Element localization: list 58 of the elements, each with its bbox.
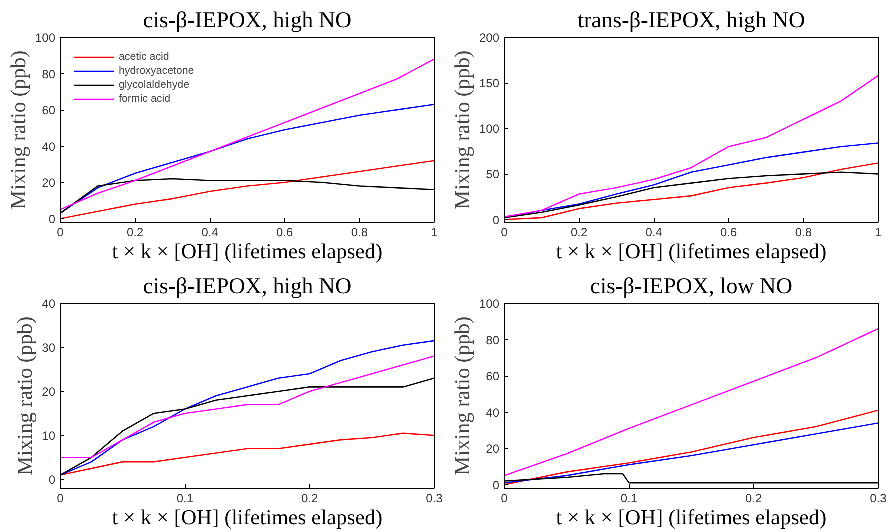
x-tick-label: 0.1 (176, 492, 194, 506)
y-tick-label: 50 (486, 168, 500, 182)
y-tick-label: 20 (42, 176, 56, 190)
y-tick-label: 20 (42, 385, 56, 400)
legend-label: acetic acid (119, 51, 170, 63)
x-tick-label: 1 (431, 226, 438, 240)
y-tick-label: 0 (492, 478, 500, 492)
y-tick-label: 20 (486, 442, 500, 456)
x-tick-label: 0.4 (646, 226, 663, 240)
x-tick-label: 0 (57, 492, 64, 506)
y-tick-label: 150 (479, 76, 500, 91)
y-axis-title: Mixing ratio (ppb) (450, 50, 474, 210)
legend-label: formic acid (119, 93, 171, 105)
y-tick-label: 0 (48, 212, 56, 226)
chart-title: cis-β-IEPOX, high NO (143, 274, 352, 298)
y-tick-label: 40 (42, 297, 56, 311)
x-tick-label: 0.8 (351, 226, 368, 240)
y-tick-label: 0 (48, 473, 56, 488)
x-axis-title: t × k × [OH] (lifetimes elapsed) (556, 506, 827, 530)
y-tick-label: 40 (486, 406, 500, 420)
x-tick-label: 0.8 (795, 226, 812, 240)
y-tick-label: 60 (42, 104, 56, 118)
y-tick-label: 30 (42, 341, 56, 356)
x-tick-label: 0.2 (126, 226, 144, 240)
x-tick-label: 1 (875, 226, 882, 240)
legend-label: glycolaldehyde (119, 79, 190, 91)
x-tick-label: 0.6 (276, 226, 294, 240)
y-tick-label: 80 (486, 333, 500, 348)
x-tick-label: 0 (501, 492, 508, 506)
legend-label: hydroxyacetone (119, 65, 194, 77)
chart-title: cis-β-IEPOX, low NO (590, 274, 793, 298)
y-tick-label: 40 (42, 140, 56, 154)
x-tick-label: 0 (57, 226, 64, 240)
y-axis-title: Mixing ratio (ppb) (450, 316, 474, 476)
x-tick-label: 0.2 (570, 226, 588, 240)
y-tick-label: 200 (479, 31, 500, 45)
x-tick-label: 0 (501, 226, 508, 240)
x-tick-label: 0.2 (745, 492, 762, 506)
x-axis-title: t × k × [OH] (lifetimes elapsed) (556, 240, 827, 264)
y-axis-title: Mixing ratio (ppb) (6, 50, 30, 210)
chart-title: cis-β-IEPOX, high NO (143, 8, 352, 32)
x-tick-label: 0.3 (426, 492, 444, 506)
y-tick-label: 100 (479, 122, 500, 136)
x-axis-title: t × k × [OH] (lifetimes elapsed) (112, 240, 383, 264)
y-tick-label: 0 (492, 213, 500, 228)
x-tick-label: 0.3 (870, 492, 888, 506)
y-tick-label: 60 (486, 370, 500, 384)
y-tick-label: 100 (35, 31, 56, 45)
x-tick-label: 0.4 (202, 226, 219, 240)
x-tick-label: 0.6 (720, 226, 738, 240)
y-tick-label: 100 (479, 297, 500, 311)
y-axis-title: Mixing ratio (ppb) (13, 316, 38, 476)
x-axis-title: t × k × [OH] (lifetimes elapsed) (112, 506, 383, 530)
x-tick-label: 0.1 (620, 492, 638, 506)
chart-title: trans-β-IEPOX, high NO (578, 8, 806, 32)
x-tick-label: 0.2 (301, 492, 318, 506)
y-tick-label: 80 (42, 67, 56, 82)
y-tick-label: 10 (42, 429, 56, 444)
